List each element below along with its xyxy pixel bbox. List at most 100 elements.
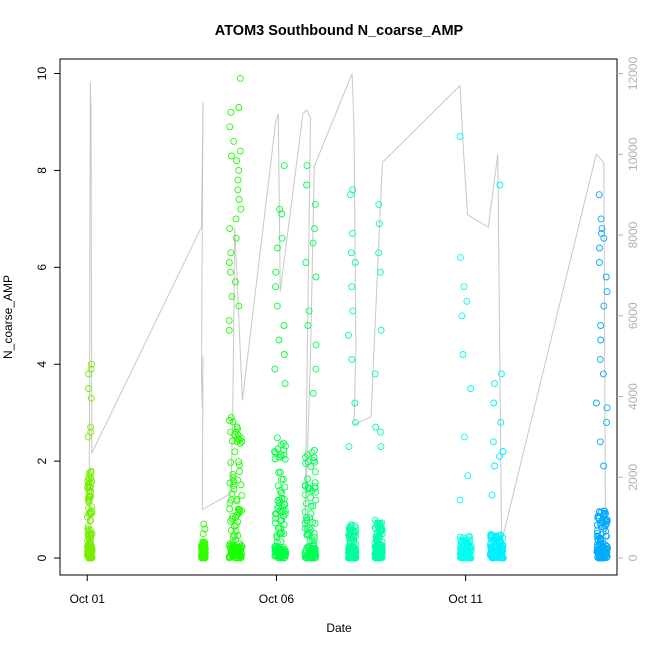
data-point [488, 531, 496, 539]
data-point [273, 533, 281, 541]
data-point [303, 524, 311, 532]
data-point-peak [275, 336, 283, 344]
data-point [228, 515, 236, 523]
data-point-peak [235, 196, 243, 203]
data-point [198, 554, 206, 562]
data-point [83, 513, 91, 521]
data-point [597, 537, 605, 545]
data-point [229, 538, 237, 546]
data-point-peak [200, 520, 208, 528]
data-point-peak [87, 423, 95, 431]
data-point [236, 548, 243, 556]
data-point [237, 481, 245, 489]
data-point [280, 446, 288, 454]
data-point-peak [271, 365, 279, 373]
data-point-peak [496, 452, 504, 460]
data-point [600, 546, 608, 554]
data-point [345, 535, 353, 543]
data-point [277, 489, 285, 497]
data-point [346, 554, 354, 562]
data-point-peak [496, 181, 504, 189]
data-point [229, 473, 237, 481]
data-point [275, 503, 283, 511]
data-point [499, 554, 507, 562]
axes-layer: 0 2 4 6 8 10 Oct 01 Oct 06 Oct 11 0 2000 4000 6000 80… [35, 57, 640, 606]
data-point-peak [347, 249, 355, 257]
data-point-peak [273, 302, 281, 310]
data-point [311, 468, 319, 476]
data-point-peak [234, 186, 242, 194]
data-point [236, 540, 244, 548]
data-point [277, 524, 285, 532]
data-point [345, 531, 353, 539]
data-point-peak [499, 448, 507, 455]
data-point [456, 533, 464, 541]
series-7 [456, 133, 475, 562]
data-point [352, 524, 360, 532]
data-point [302, 453, 309, 461]
data-point [226, 499, 234, 507]
data-point [351, 554, 359, 562]
data-point-peak [371, 370, 379, 378]
data-point [229, 512, 237, 520]
data-point [233, 511, 241, 519]
data-point-peak [276, 205, 284, 213]
data-point-peak [599, 370, 607, 378]
data-point-peak [346, 191, 354, 199]
y-axis-label: N_coarse_AMP [1, 275, 15, 359]
data-point-peak [375, 249, 383, 257]
data-point [599, 550, 607, 558]
series-9 [592, 191, 611, 562]
data-point [271, 455, 279, 463]
data-point-peak [491, 380, 499, 388]
right-y-tick-label: 6000 [626, 302, 640, 329]
data-point [305, 524, 313, 532]
data-point [593, 541, 601, 549]
data-point-peak [235, 166, 243, 174]
data-point [310, 537, 318, 545]
data-point [88, 546, 96, 554]
chart-title: ATOM3 Southbound N_coarse_AMP [215, 23, 464, 39]
series-8 [486, 181, 507, 562]
data-point [372, 535, 380, 543]
data-point [281, 483, 289, 491]
data-point [467, 544, 475, 552]
data-point-peak [349, 229, 356, 237]
data-point-peak [312, 273, 320, 281]
data-point [308, 537, 316, 545]
data-point [226, 417, 233, 424]
data-point-peak [464, 472, 472, 480]
data-point-peak [488, 491, 496, 499]
y-tick-label: 10 [35, 67, 49, 81]
data-point [461, 547, 468, 555]
series-5 [344, 186, 360, 562]
data-point-peak [497, 418, 505, 426]
data-point [234, 518, 242, 526]
data-point-peak [467, 385, 475, 392]
data-point [307, 494, 315, 502]
data-point [274, 482, 282, 490]
data-point-peak [84, 433, 92, 441]
data-point [86, 553, 94, 561]
data-point [236, 468, 243, 476]
data-point [277, 441, 285, 449]
data-point-peak [596, 244, 603, 252]
data-point-peak [309, 239, 317, 247]
data-point [345, 526, 353, 534]
data-point-peak [227, 268, 234, 276]
data-point [603, 517, 611, 525]
data-point [310, 454, 318, 461]
data-point-peak [281, 380, 289, 388]
data-point-peak [237, 205, 245, 213]
data-point-peak [595, 191, 603, 199]
data-point [310, 547, 318, 555]
right-y-tick-label: 8000 [626, 221, 640, 248]
y-tick-label: 8 [35, 167, 49, 174]
data-point-peak [377, 326, 385, 334]
data-point [306, 514, 314, 522]
data-point [235, 458, 243, 466]
data-point [301, 491, 309, 499]
series-1 [198, 520, 209, 562]
data-point [227, 526, 235, 534]
data-point-peak [490, 399, 498, 407]
